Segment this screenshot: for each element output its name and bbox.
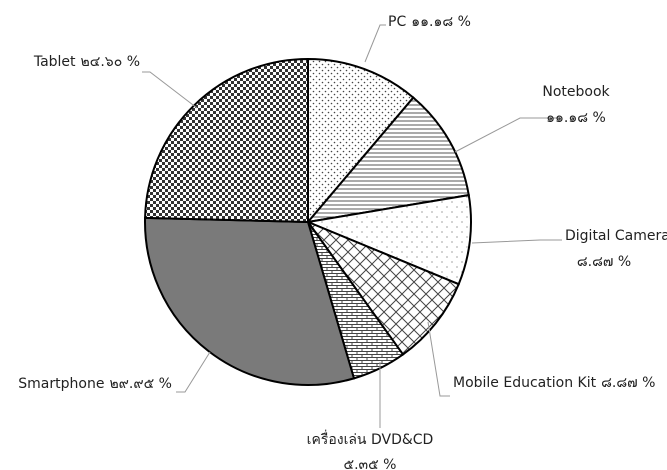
- pie-slice: [304, 193, 472, 286]
- leader-line: [176, 351, 211, 393]
- category-label: Mobile Education Kit: [453, 375, 597, 391]
- slice-label: PC ๑๑.๑๘ %: [388, 14, 471, 30]
- slice-label: Notebook: [542, 84, 610, 100]
- pie-slice: [144, 216, 356, 386]
- pie-slice: [305, 96, 470, 224]
- pie-slice: [307, 57, 415, 225]
- value-label: ๘.๘๗ %: [577, 254, 631, 270]
- slice-label: ๑๑.๑๘ %: [546, 110, 606, 126]
- value-label: ๕.๓๕ %: [344, 457, 397, 470]
- leader-line: [471, 239, 562, 244]
- leader-line: [427, 321, 450, 397]
- slice-label: Digital Camera: [565, 228, 667, 244]
- value-label: ๒๔.๖๐ %: [81, 54, 140, 70]
- value-label: ๘.๘๗ %: [601, 375, 655, 391]
- slice-label: เครื่องเล่น DVD&CD: [307, 430, 434, 448]
- category-label: Smartphone: [18, 376, 104, 392]
- value-label: ๑๑.๑๘ %: [546, 110, 606, 126]
- value-label: ๑๑.๑๘ %: [411, 14, 471, 30]
- leader-line: [364, 24, 386, 63]
- leader-line: [142, 71, 198, 109]
- category-label: Tablet: [33, 54, 76, 70]
- category-label: Digital Camera: [565, 228, 667, 244]
- pie-slice: [305, 219, 460, 356]
- category-label: เครื่องเล่น DVD&CD: [307, 430, 434, 448]
- slice-label: Tablet ๒๔.๖๐ %: [33, 54, 140, 70]
- value-label: ๒๙.๙๕ %: [109, 376, 172, 392]
- slice-label: Smartphone ๒๙.๙๕ %: [18, 376, 172, 392]
- pie-slice: [144, 57, 309, 224]
- category-label: Notebook: [542, 84, 610, 100]
- slice-label: ๕.๓๕ %: [344, 457, 397, 470]
- slice-label: ๘.๘๗ %: [577, 254, 631, 270]
- leader-line: [454, 117, 560, 153]
- slice-label: Mobile Education Kit ๘.๘๗ %: [453, 375, 655, 391]
- category-label: PC: [388, 14, 406, 30]
